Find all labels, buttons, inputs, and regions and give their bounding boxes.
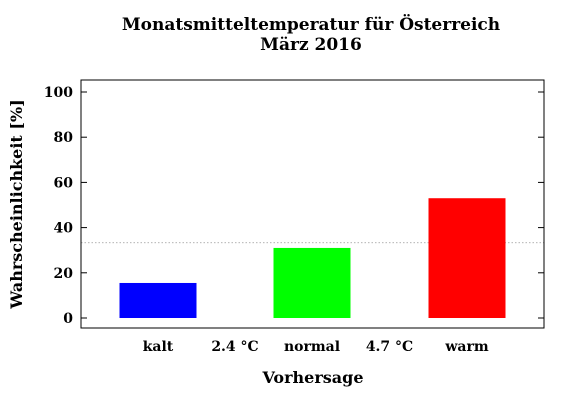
chart-subtitle: März 2016 bbox=[260, 35, 362, 55]
x-axis-label: Vorhersage bbox=[261, 368, 363, 387]
bar-warm bbox=[428, 198, 506, 318]
y-tick-label-60: 60 bbox=[54, 175, 74, 191]
x-tick-label-kalt: kalt bbox=[143, 339, 174, 355]
y-tick-label-20: 20 bbox=[54, 266, 74, 282]
y-tick-label-0: 0 bbox=[63, 311, 73, 327]
plot-area: 0 20 40 60 80 100 kalt normal warm 2.4 °C 4.7 °C bbox=[44, 79, 545, 355]
y-tick-label-40: 40 bbox=[54, 221, 74, 237]
x-tick-label-normal: normal bbox=[284, 339, 340, 355]
x-separator-label-2: 4.7 °C bbox=[366, 339, 413, 355]
y-tick-label-100: 100 bbox=[44, 85, 73, 101]
x-tick-label-warm: warm bbox=[444, 339, 488, 355]
chart-title: Monatsmitteltemperatur für Österreich bbox=[122, 14, 500, 35]
plot-frame bbox=[80, 79, 545, 329]
bar-normal bbox=[273, 247, 351, 318]
y-tick-label-80: 80 bbox=[54, 130, 74, 146]
bar-kalt bbox=[119, 282, 197, 318]
y-axis-label: Wahrscheinlichkeit [%] bbox=[7, 99, 26, 309]
x-separator-label-1: 2.4 °C bbox=[211, 339, 258, 355]
